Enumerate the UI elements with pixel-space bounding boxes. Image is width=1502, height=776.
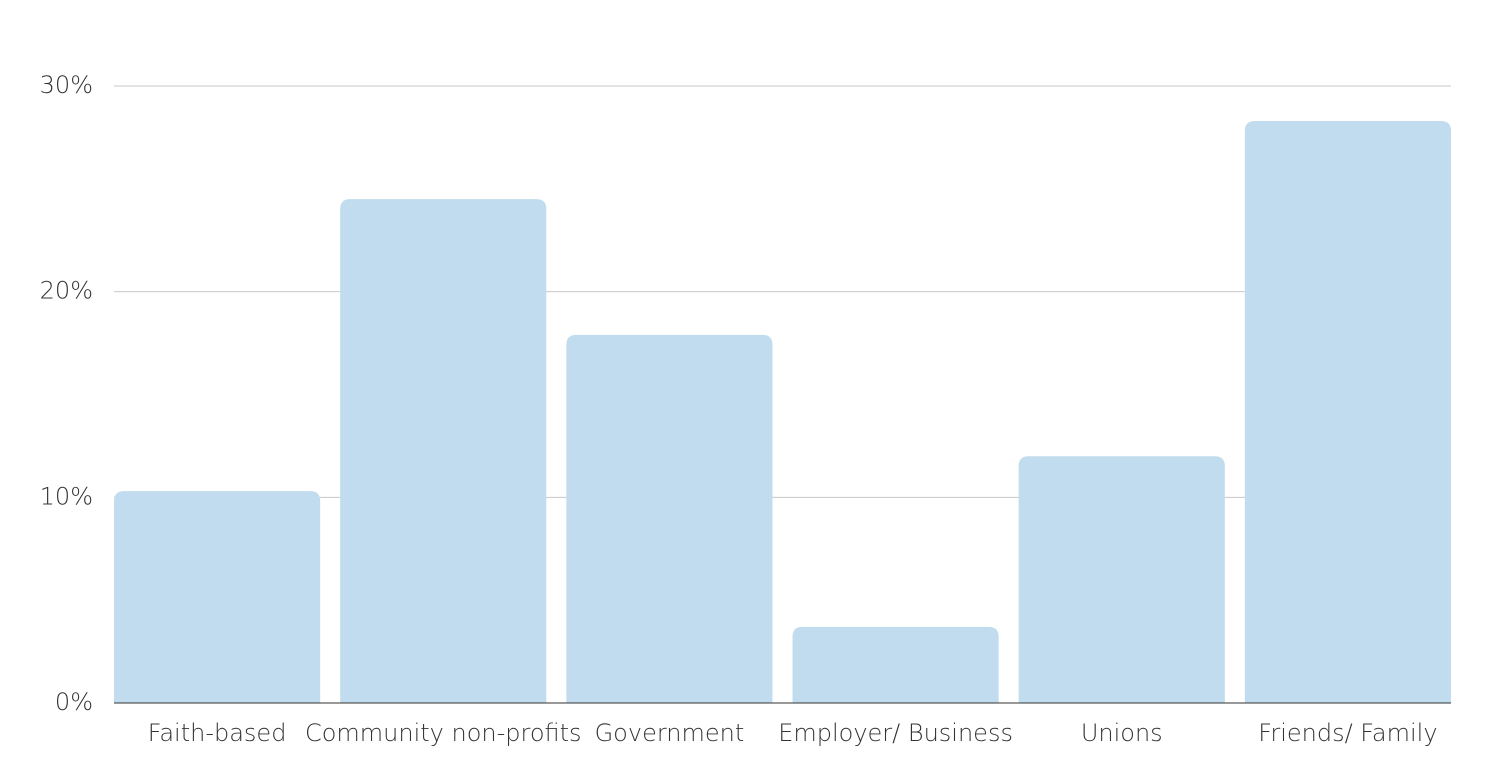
- x-tick-label: Faith-based: [148, 719, 287, 747]
- x-tick-label: Government: [595, 719, 745, 747]
- x-tick-label: Employer/ Business: [778, 719, 1013, 747]
- bar: [792, 626, 999, 703]
- x-tick-label: Community non-profits: [305, 719, 582, 747]
- y-tick-label: 30%: [40, 71, 93, 99]
- x-tick-label: Friends/ Family: [1258, 719, 1437, 747]
- y-tick-label: 10%: [40, 482, 93, 510]
- y-tick-label: 20%: [40, 277, 93, 305]
- bar: [566, 334, 773, 703]
- bar: [340, 199, 547, 703]
- bar: [1244, 120, 1451, 704]
- bar: [114, 491, 321, 703]
- y-tick-label: 0%: [55, 688, 93, 716]
- bar: [1018, 456, 1225, 703]
- x-tick-label: Unions: [1081, 719, 1163, 747]
